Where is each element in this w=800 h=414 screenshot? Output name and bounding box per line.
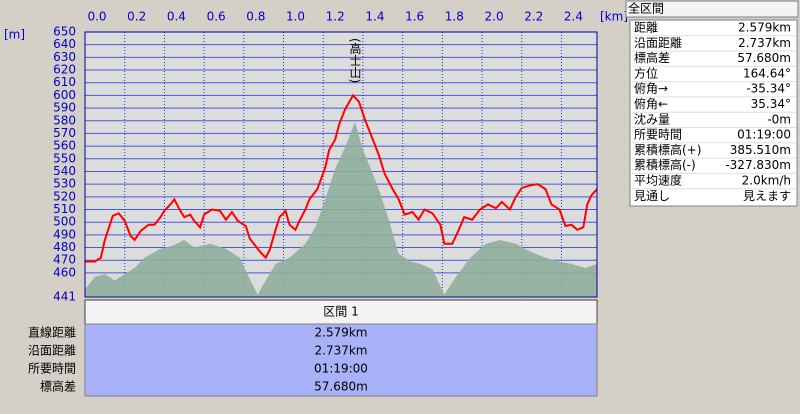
elevation-line bbox=[85, 93, 598, 263]
row-value: 2.579km bbox=[738, 21, 791, 35]
peak-annotation: (高士山) bbox=[348, 38, 362, 83]
row-label: 沈み量 bbox=[634, 111, 670, 126]
x-tick-label: 2.4 bbox=[564, 10, 583, 24]
row-label: 俯角← bbox=[634, 96, 668, 111]
section-table bbox=[84, 323, 598, 397]
row-label: 沿面距離 bbox=[634, 36, 682, 50]
row-label: 俯角→ bbox=[634, 81, 668, 96]
y-tick-label: 650 bbox=[53, 25, 76, 39]
row-value: 57.680m bbox=[737, 51, 791, 65]
row-value: 2.737km bbox=[738, 36, 791, 50]
total-header bbox=[625, 0, 799, 18]
row-value: 2.737km bbox=[315, 344, 368, 358]
marks bbox=[85, 93, 598, 297]
x-axis-label: [km] bbox=[600, 10, 628, 24]
y-tick-label: 620 bbox=[53, 63, 76, 77]
row-value: -327.830m bbox=[725, 158, 791, 172]
row-label: 所要時間 bbox=[28, 362, 76, 376]
x-tick-label: 0.6 bbox=[207, 10, 226, 24]
x-tick-label: 0.4 bbox=[167, 10, 186, 24]
y-tick-label: 540 bbox=[53, 164, 76, 178]
x-tick-label: 1.8 bbox=[445, 10, 464, 24]
section-rows: 直線距離 2.579km 沿面距離 2.737km 所要時間 01:19:00 標高差 57.… bbox=[28, 325, 368, 394]
row-value: 見えます bbox=[743, 189, 791, 203]
total-title: 全区間 bbox=[628, 1, 664, 16]
y-tick-label: 500 bbox=[53, 215, 76, 229]
y-tick-label: 470 bbox=[53, 253, 76, 267]
x-tick-label: 1.4 bbox=[365, 10, 384, 24]
section-header[interactable] bbox=[84, 299, 598, 325]
y-tick-label: 550 bbox=[53, 151, 76, 165]
y-tick-label: 460 bbox=[53, 265, 76, 279]
plot-border bbox=[84, 31, 598, 298]
x-tick-label: 1.6 bbox=[405, 10, 424, 24]
y-tick-label: 510 bbox=[53, 202, 76, 216]
section-title: 区間 1 bbox=[323, 305, 358, 319]
row-label: 標高差 bbox=[40, 379, 76, 394]
row-label: 累積標高(+) bbox=[634, 142, 701, 157]
row-value: 2.579km bbox=[315, 326, 368, 340]
y-tick-label: 490 bbox=[53, 227, 76, 241]
x-tick-label: 1.0 bbox=[286, 10, 305, 24]
y-tick-label: 630 bbox=[53, 50, 76, 64]
row-label: 方位 bbox=[634, 65, 658, 80]
row-label: 累積標高(-) bbox=[634, 157, 696, 172]
row-value: 57.680m bbox=[314, 380, 368, 394]
y-tick-label: 570 bbox=[53, 126, 76, 140]
row-value: 01:19:00 bbox=[314, 362, 368, 376]
row-label: 直線距離 bbox=[28, 325, 76, 340]
y-tick-label: 560 bbox=[53, 139, 76, 153]
y-tick-label: 530 bbox=[53, 177, 76, 191]
y-axis-label: [m] bbox=[4, 28, 25, 42]
row-value: 385.510m bbox=[730, 143, 791, 157]
y-tick-label: 600 bbox=[53, 88, 76, 102]
row-value: 2.0km/h bbox=[742, 174, 791, 188]
row-value: 01:19:00 bbox=[737, 128, 791, 142]
row-value: 35.34° bbox=[751, 97, 791, 111]
x-tick-label: 0.8 bbox=[246, 10, 265, 24]
y-tick-label: 590 bbox=[53, 101, 76, 115]
row-value: -0m bbox=[767, 112, 791, 126]
row-label: 所要時間 bbox=[634, 128, 682, 142]
row-value: -35.34° bbox=[746, 82, 791, 96]
row-label: 標高差 bbox=[634, 50, 670, 65]
y-tick-label: 480 bbox=[53, 240, 76, 254]
row-label: 距離 bbox=[634, 21, 658, 35]
terrain-area bbox=[85, 122, 597, 297]
y-tick-label: 580 bbox=[53, 113, 76, 127]
y-tick-label: 640 bbox=[53, 37, 76, 51]
total-rows: 距離 2.579km 沿面距離 2.737km 標高差 57.680m 方位 164.64° 俯… bbox=[631, 21, 796, 203]
x-tick-label: 2.2 bbox=[524, 10, 543, 24]
row-label: 見通し bbox=[634, 189, 670, 203]
x-tick-label: 1.2 bbox=[326, 10, 345, 24]
x-tick-label: 0.2 bbox=[127, 10, 146, 24]
row-label: 平均速度 bbox=[634, 173, 682, 188]
row-label: 沿面距離 bbox=[28, 344, 76, 358]
y-tick-label: 520 bbox=[53, 189, 76, 203]
x-tick-label: 2.0 bbox=[485, 10, 504, 24]
y-tick-label: 441 bbox=[53, 290, 76, 304]
x-tick-label: 0.0 bbox=[87, 10, 106, 24]
row-value: 164.64° bbox=[743, 66, 791, 80]
y-tick-label: 610 bbox=[53, 75, 76, 89]
